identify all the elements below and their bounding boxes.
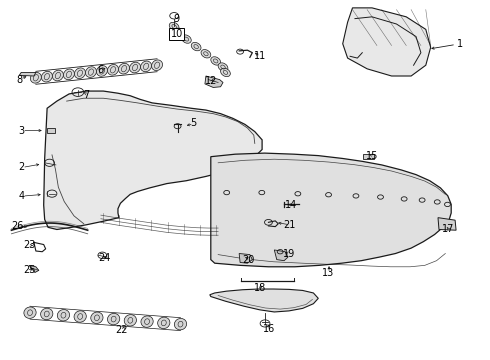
Ellipse shape [124, 315, 137, 326]
Ellipse shape [85, 67, 97, 77]
Text: 2: 2 [18, 162, 24, 172]
Text: 11: 11 [253, 51, 266, 61]
Text: 24: 24 [98, 253, 110, 263]
Polygon shape [274, 250, 288, 261]
Text: 23: 23 [23, 240, 35, 250]
Ellipse shape [169, 22, 179, 31]
Text: 22: 22 [116, 325, 128, 335]
Ellipse shape [211, 57, 220, 65]
FancyBboxPatch shape [169, 30, 181, 37]
Ellipse shape [63, 69, 74, 80]
Text: 7: 7 [83, 90, 89, 100]
Ellipse shape [52, 70, 63, 81]
Polygon shape [47, 128, 55, 133]
Ellipse shape [107, 313, 120, 325]
Ellipse shape [30, 72, 41, 83]
Ellipse shape [74, 311, 86, 322]
Polygon shape [438, 218, 456, 230]
Ellipse shape [74, 68, 85, 78]
Ellipse shape [220, 68, 230, 77]
Text: 16: 16 [263, 324, 275, 334]
Text: 17: 17 [441, 225, 454, 234]
Ellipse shape [174, 319, 187, 330]
Text: 18: 18 [253, 283, 266, 293]
Text: 3: 3 [18, 126, 24, 135]
Text: 13: 13 [322, 268, 334, 278]
Ellipse shape [181, 35, 191, 43]
Polygon shape [343, 8, 431, 76]
Text: 8: 8 [16, 75, 23, 85]
Ellipse shape [42, 71, 52, 82]
Polygon shape [19, 72, 36, 76]
Ellipse shape [97, 66, 107, 76]
Ellipse shape [218, 63, 228, 71]
Text: 14: 14 [285, 200, 297, 210]
Text: 5: 5 [191, 118, 197, 128]
Polygon shape [211, 153, 451, 267]
Ellipse shape [107, 64, 119, 75]
Text: 4: 4 [18, 191, 24, 201]
Text: 10: 10 [171, 29, 183, 39]
Polygon shape [210, 289, 318, 312]
Polygon shape [29, 265, 39, 273]
Ellipse shape [141, 316, 153, 327]
Polygon shape [205, 76, 223, 87]
Ellipse shape [129, 62, 141, 73]
Ellipse shape [91, 312, 103, 324]
Ellipse shape [141, 61, 151, 72]
Text: 21: 21 [283, 220, 295, 230]
Text: 12: 12 [205, 76, 217, 86]
Ellipse shape [191, 42, 201, 51]
Polygon shape [44, 91, 262, 229]
Text: 19: 19 [283, 248, 295, 258]
Polygon shape [239, 253, 252, 263]
Ellipse shape [41, 308, 53, 320]
Ellipse shape [24, 307, 36, 318]
Ellipse shape [119, 63, 129, 74]
Ellipse shape [158, 317, 170, 329]
Text: 15: 15 [366, 150, 378, 161]
Text: 6: 6 [98, 64, 104, 75]
Text: 20: 20 [243, 255, 255, 265]
Text: 25: 25 [23, 265, 35, 275]
Text: 26: 26 [12, 221, 24, 231]
Text: 9: 9 [173, 14, 180, 24]
Text: 1: 1 [457, 39, 463, 49]
Polygon shape [363, 154, 374, 159]
Ellipse shape [151, 60, 163, 71]
Ellipse shape [57, 310, 70, 321]
Ellipse shape [174, 28, 184, 36]
Ellipse shape [201, 50, 211, 58]
